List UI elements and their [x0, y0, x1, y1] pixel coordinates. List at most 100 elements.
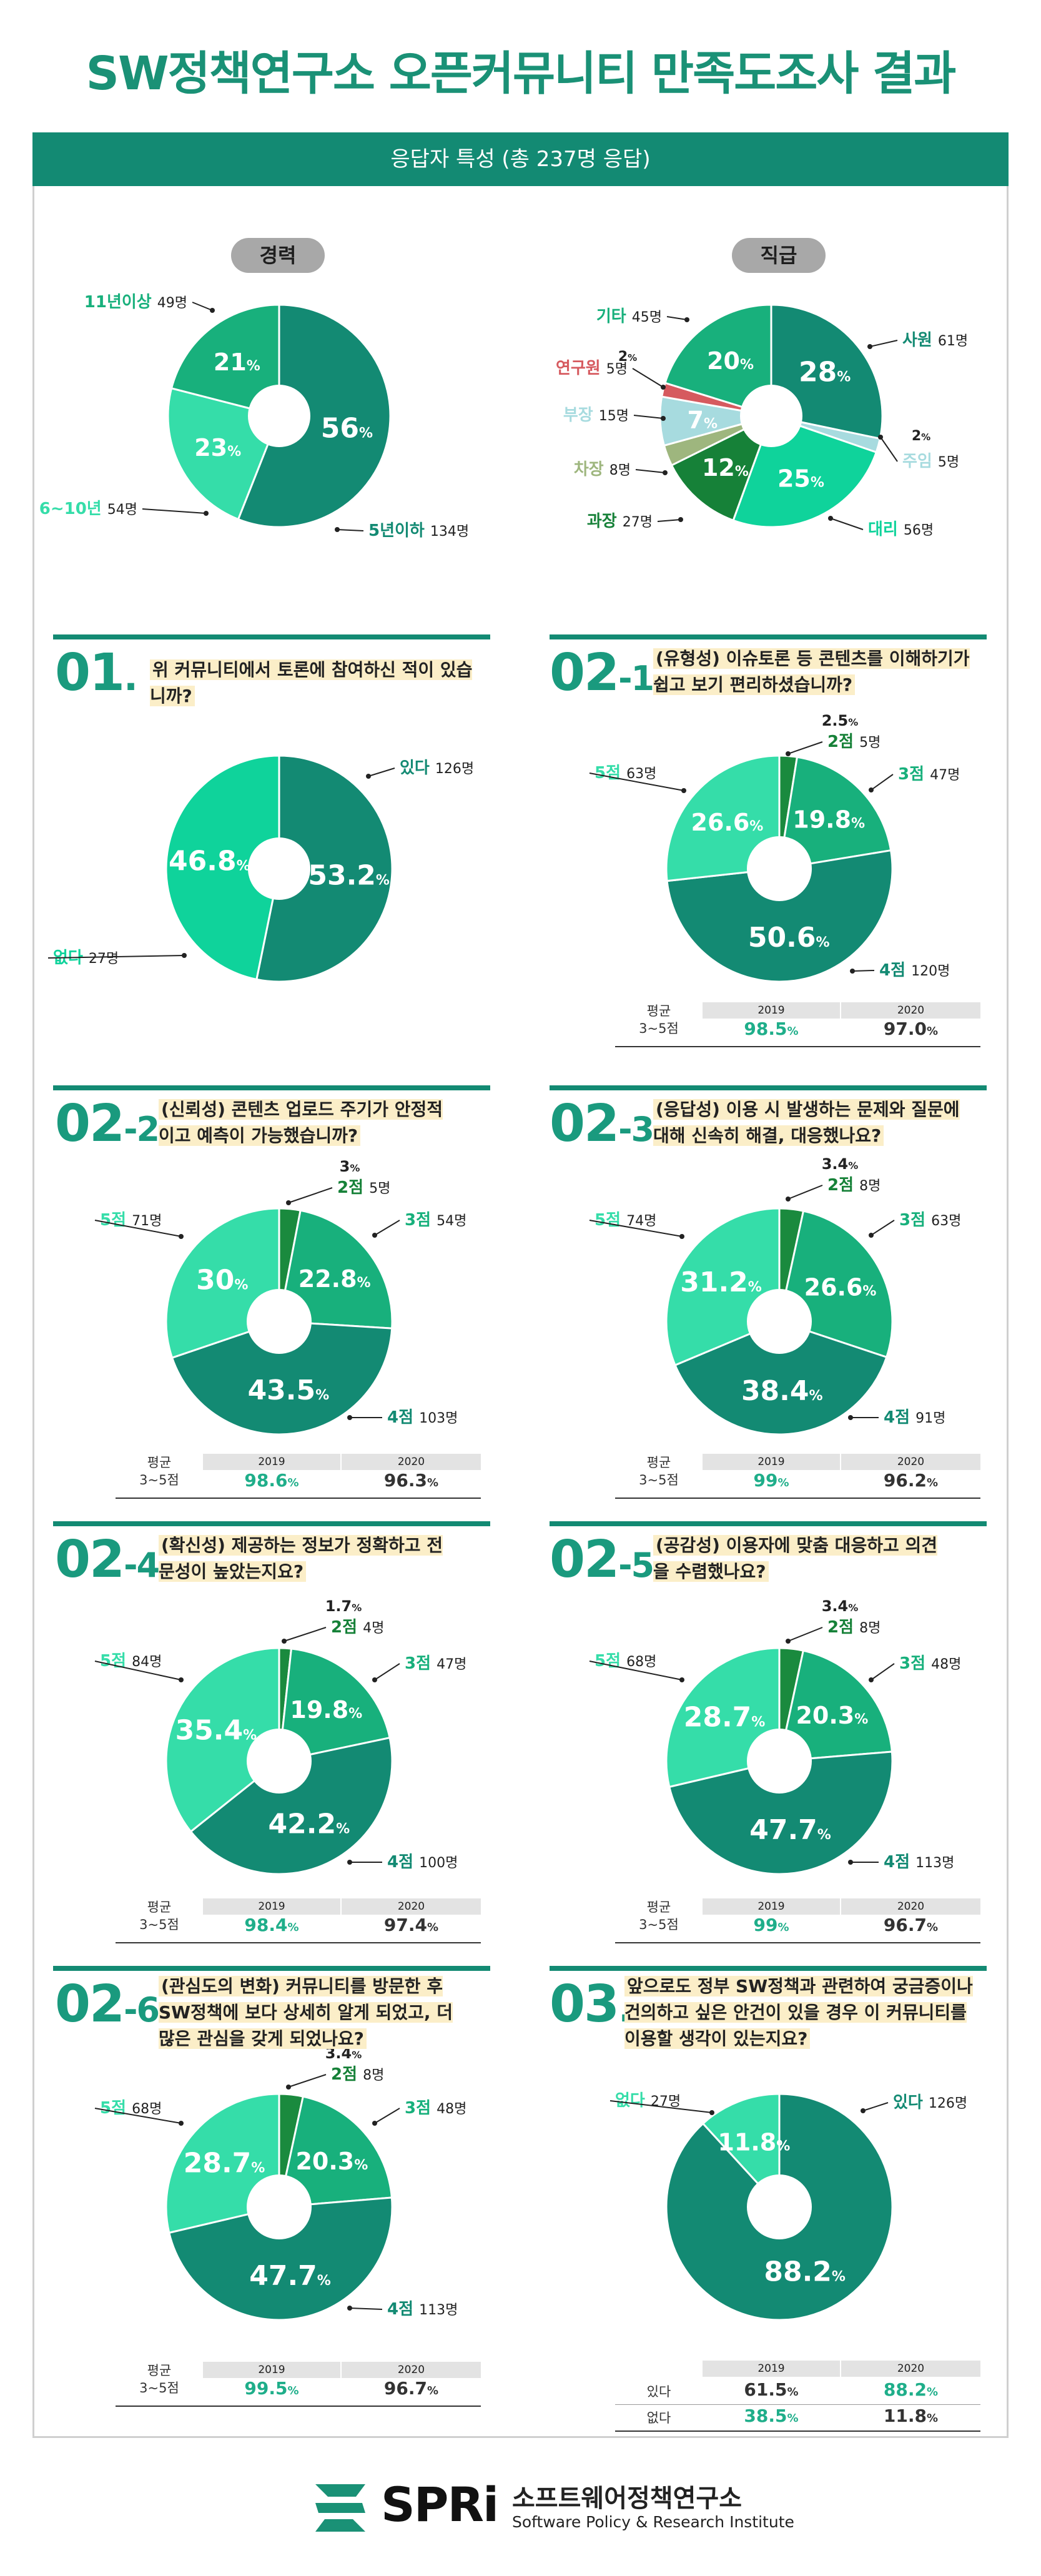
avg-value-2019: 98.5%	[744, 1019, 799, 1039]
avg-label: 평균	[147, 1900, 172, 1915]
avg-label: 평균	[646, 1004, 671, 1019]
label-leader-dot	[878, 435, 883, 440]
label-leader-line	[192, 302, 213, 311]
label-leader-dot	[786, 751, 791, 756]
slice-label: 2점 8명	[827, 1176, 881, 1195]
small-slice-percent-label: 2%	[912, 428, 930, 444]
slice-label: 2점 8명	[331, 2065, 384, 2084]
slice-label: 기타 45명	[596, 307, 662, 326]
pie-slice	[170, 303, 280, 417]
label-leader-dot	[867, 344, 872, 349]
slice-label: 4점 113명	[387, 2300, 458, 2319]
pie-percent-label: 47.7%	[749, 1814, 831, 1846]
avg-value-2019: 98.4%	[244, 1915, 299, 1935]
avg-label: 평균	[147, 1455, 172, 1470]
label-leader-dot	[179, 2121, 184, 2126]
label-leader-dot	[848, 1415, 853, 1420]
avg-value-2019: 99%	[753, 1470, 789, 1491]
label-leader-line	[787, 741, 823, 754]
label-leader-dot	[681, 788, 686, 793]
yes-value-2019: 61.5%	[744, 2379, 799, 2400]
avg-label: 평균	[646, 1455, 671, 1470]
spri-wordmark: SPRi	[381, 2477, 499, 2532]
section-rule-q2-1	[550, 634, 987, 639]
label-leader-dot	[663, 470, 668, 475]
slice-label: 2점 8명	[827, 1618, 881, 1637]
pie-slice	[165, 1647, 280, 1833]
pie-slice	[665, 754, 781, 882]
average-table-q2-3: 2019 2020 평균 3~5점 99% 96.2%	[615, 1454, 980, 1516]
label-leader-dot	[179, 1234, 184, 1239]
avg-value-2020: 96.2%	[883, 1470, 939, 1491]
pie-slice	[278, 1209, 393, 1330]
pie-center-hole	[747, 836, 812, 901]
slice-label: 11년이상 49명	[84, 293, 187, 312]
avg-header-2019: 2019	[703, 1898, 840, 1915]
avg-value-2019: 99%	[753, 1915, 789, 1935]
avg-header-2019: 2019	[203, 2362, 340, 2378]
avg-header-2020: 2020	[342, 2362, 481, 2378]
yes-no-divider	[615, 2404, 980, 2405]
pie-center-hole	[747, 1729, 812, 1794]
slice-label: 5점 68명	[100, 2099, 162, 2118]
section-rule-q1	[53, 634, 490, 639]
label-leader-dot	[661, 385, 666, 390]
label-leader-line	[94, 2108, 182, 2124]
label-leader-line	[869, 340, 898, 347]
label-leader-dot	[347, 1415, 352, 1420]
pie-slice	[255, 754, 393, 983]
question-number-q1: 01.	[55, 643, 138, 703]
question-number-q2-3: 02-3.	[550, 1094, 666, 1153]
pie-slice	[778, 1649, 893, 1762]
label-leader-dot	[366, 774, 371, 779]
slice-label: 4점 100명	[387, 1853, 458, 1872]
pie-center-hole	[248, 837, 310, 900]
pie-slice	[278, 2095, 393, 2208]
question-text-q2-1: (유형성) 이슈토론 등 콘텐츠를 이해하기가 쉽고 보기 편리하셨습니까?	[653, 648, 970, 695]
yes-label: 있다	[646, 2384, 671, 2399]
average-table-q2-6: 2019 2020 평균 3~5점 99.5% 96.7%	[116, 2362, 481, 2424]
label-leader-dot	[347, 2306, 352, 2311]
question-text-q2-3: (응답성) 이용 시 발생하는 문제와 질문에 대해 신속히 해결, 대응했나요…	[653, 1099, 960, 1146]
label-leader-line	[284, 1627, 327, 1642]
label-leader-line	[142, 508, 207, 514]
spri-logo: SPRi 소프트웨어정책연구소 Software Policy & Resear…	[306, 2473, 794, 2548]
label-leader-line	[589, 1661, 683, 1680]
pie-slice	[701, 2093, 781, 2209]
pie-center-hole	[248, 385, 310, 447]
label-leader-line	[94, 1220, 182, 1237]
respondent-header: 응답자 특성 (총 237명 응답)	[32, 132, 1009, 186]
yes-value-2020: 88.2%	[883, 2379, 939, 2400]
label-leader-dot	[286, 1200, 291, 1205]
pie-slice	[666, 849, 894, 983]
slice-label: 3점 63명	[899, 1211, 961, 1230]
label-leader-line	[787, 1185, 823, 1200]
question-number-q2-2: 02-2.	[55, 1094, 172, 1153]
spri-logo-mark-icon	[315, 2484, 365, 2532]
question-text-q2-2: (신뢰성) 콘텐츠 업로드 주기가 안정적이고 예측이 가능했습니까?	[159, 1099, 443, 1146]
question-number-q2-4: 02-4.	[55, 1530, 172, 1589]
yes-no-table-rule	[615, 2430, 980, 2432]
label-leader-line	[633, 415, 664, 419]
pie-percent-label: 20%	[707, 347, 754, 375]
logo-name-korean: 소프트웨어정책연구소	[512, 2484, 742, 2513]
pie-center-hole	[247, 1729, 312, 1794]
label-leader-line	[589, 772, 684, 791]
slice-label: 2점 5명	[827, 733, 881, 751]
avg-header-2019: 2019	[203, 1898, 340, 1915]
label-leader-line	[830, 518, 864, 530]
label-leader-line	[368, 767, 395, 777]
average-table-q2-5: 2019 2020 평균 3~5점 99% 96.7%	[615, 1898, 980, 1961]
label-leader-dot	[210, 308, 215, 313]
label-leader-dot	[861, 2108, 866, 2113]
label-leader-dot	[372, 1677, 377, 1682]
label-leader-line	[589, 1220, 683, 1237]
slice-label: 5점 84명	[100, 1652, 162, 1670]
label-leader-line	[871, 1663, 895, 1680]
career-title-pill: 경력	[231, 238, 325, 273]
